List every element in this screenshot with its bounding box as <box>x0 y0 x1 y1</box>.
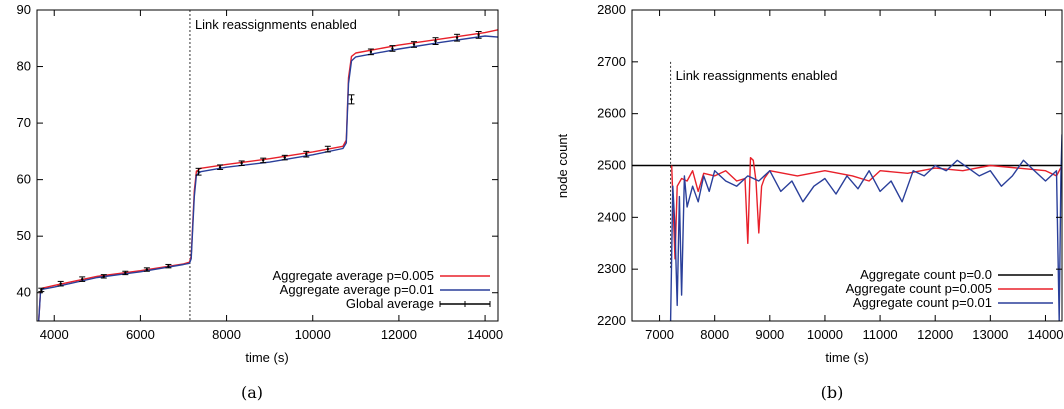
y-tick-label: 70 <box>17 115 31 130</box>
data-point <box>391 47 394 50</box>
annotation-label: Link reassignments enabled <box>195 17 357 32</box>
data-point <box>40 288 43 292</box>
x-tick-label: 10000 <box>807 327 843 342</box>
data-point <box>145 268 149 271</box>
x-tick-label: 4000 <box>40 327 69 342</box>
x-tick-label: 14000 <box>1027 327 1063 342</box>
x-tick-label: 7000 <box>645 327 674 342</box>
data-point <box>261 159 265 162</box>
legend-label: Aggregate average p=0.005 <box>272 268 434 283</box>
y-tick-label: 60 <box>17 172 31 187</box>
chart-b: 7000 8000 9000 10000 11000 12000 13000 14000 22… <box>555 2 1064 402</box>
x-tick-label: 12000 <box>917 327 953 342</box>
x-tick-label: 12000 <box>381 327 417 342</box>
data-point <box>218 165 222 169</box>
data-point <box>455 36 459 39</box>
data-point <box>59 282 62 285</box>
y-tick-label: 2300 <box>597 261 626 276</box>
data-point <box>167 264 170 268</box>
x-tick-label: 10000 <box>295 327 331 342</box>
chart-a-xlabel: time (s) <box>245 350 288 365</box>
x-tick-label: 14000 <box>467 327 503 342</box>
x-tick-label: 11000 <box>862 327 897 342</box>
series-global-average <box>38 30 482 293</box>
legend-label: Aggregate average p=0.01 <box>280 282 434 297</box>
x-tick-label: 9000 <box>755 327 784 342</box>
annotation-label: Link reassignments enabled <box>676 68 838 83</box>
y-tick-label: 2600 <box>597 106 626 121</box>
legend-label: Global average <box>346 296 434 311</box>
series-line-2 <box>669 134 1062 321</box>
data-point <box>369 50 373 54</box>
data-point <box>240 162 243 165</box>
y-tick-label: 50 <box>17 228 31 243</box>
data-point <box>197 170 200 173</box>
data-point <box>326 147 330 151</box>
y-tick-label: 40 <box>17 285 31 300</box>
x-tick-label: 13000 <box>972 327 1008 342</box>
y-tick-label: 2800 <box>597 2 626 17</box>
series-line-1 <box>38 35 498 321</box>
data-point <box>124 271 127 275</box>
chart-a-caption: (a) <box>241 383 263 402</box>
series-line-0 <box>38 29 498 321</box>
chart-a: 4000 6000 8000 10000 12000 14000 40 50 60 70 80 90… <box>17 2 504 402</box>
chart-b-ylabel: node count <box>555 133 570 198</box>
chart-b-caption: (b) <box>821 383 844 402</box>
x-tick-label: 8000 <box>212 327 241 342</box>
data-point <box>305 152 308 156</box>
x-tick-label: 6000 <box>126 327 155 342</box>
chart-b-yticks: 2200 2300 2400 2500 2600 2700 2800 <box>597 2 1062 328</box>
data-point <box>477 33 480 37</box>
data-point <box>102 275 105 278</box>
x-tick-label: 8000 <box>700 327 729 342</box>
chart-b-xticks: 7000 8000 9000 10000 11000 12000 13000 14000 <box>645 10 1064 342</box>
chart-b-xlabel: time (s) <box>825 350 868 365</box>
chart-a-yticks: 40 50 60 70 80 90 <box>17 2 498 300</box>
legend-label: Aggregate count p=0.005 <box>846 281 992 296</box>
data-point <box>350 98 353 101</box>
y-tick-label: 2400 <box>597 209 626 224</box>
chart-a-series <box>38 10 498 321</box>
y-tick-label: 90 <box>17 2 31 17</box>
chart-b-series <box>632 61 1062 321</box>
y-tick-label: 2200 <box>597 313 626 328</box>
y-tick-label: 80 <box>17 59 31 74</box>
data-point <box>412 43 416 46</box>
chart-a-frame <box>36 9 499 322</box>
chart-a-xticks: 4000 6000 8000 10000 12000 14000 <box>40 10 503 342</box>
data-point <box>81 277 84 281</box>
data-point <box>283 156 286 159</box>
y-tick-label: 2500 <box>597 158 626 173</box>
legend-label: Aggregate count p=0.01 <box>853 295 992 310</box>
data-point <box>434 39 437 43</box>
y-tick-label: 2700 <box>597 54 626 69</box>
series-line-1 <box>671 157 1062 260</box>
legend-label: Aggregate count p=0.0 <box>860 267 992 282</box>
